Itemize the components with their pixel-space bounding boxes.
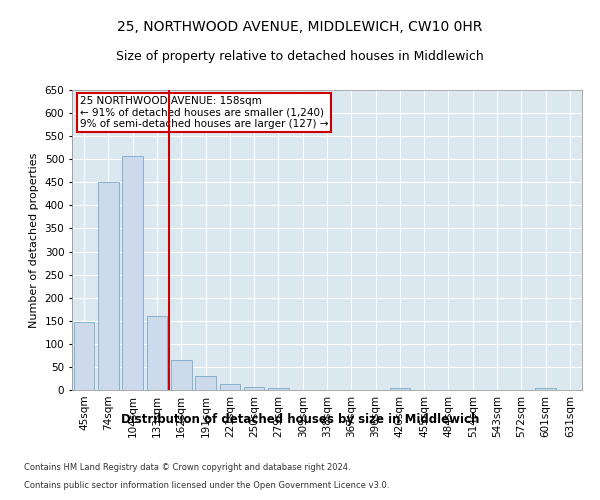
Text: Distribution of detached houses by size in Middlewich: Distribution of detached houses by size … <box>121 412 479 426</box>
Bar <box>171 360 191 390</box>
Bar <box>244 387 265 390</box>
Text: 25, NORTHWOOD AVENUE, MIDDLEWICH, CW10 0HR: 25, NORTHWOOD AVENUE, MIDDLEWICH, CW10 0… <box>118 20 482 34</box>
Bar <box>195 376 216 390</box>
Bar <box>268 388 289 390</box>
Bar <box>122 156 143 390</box>
Bar <box>389 388 410 390</box>
Text: Size of property relative to detached houses in Middlewich: Size of property relative to detached ho… <box>116 50 484 63</box>
Bar <box>98 182 119 390</box>
Bar <box>74 322 94 390</box>
Text: Contains public sector information licensed under the Open Government Licence v3: Contains public sector information licen… <box>24 481 389 490</box>
Bar <box>535 388 556 390</box>
Bar <box>220 384 240 390</box>
Y-axis label: Number of detached properties: Number of detached properties <box>29 152 39 328</box>
Bar <box>146 316 167 390</box>
Text: 25 NORTHWOOD AVENUE: 158sqm
← 91% of detached houses are smaller (1,240)
9% of s: 25 NORTHWOOD AVENUE: 158sqm ← 91% of det… <box>80 96 328 129</box>
Text: Contains HM Land Registry data © Crown copyright and database right 2024.: Contains HM Land Registry data © Crown c… <box>24 464 350 472</box>
